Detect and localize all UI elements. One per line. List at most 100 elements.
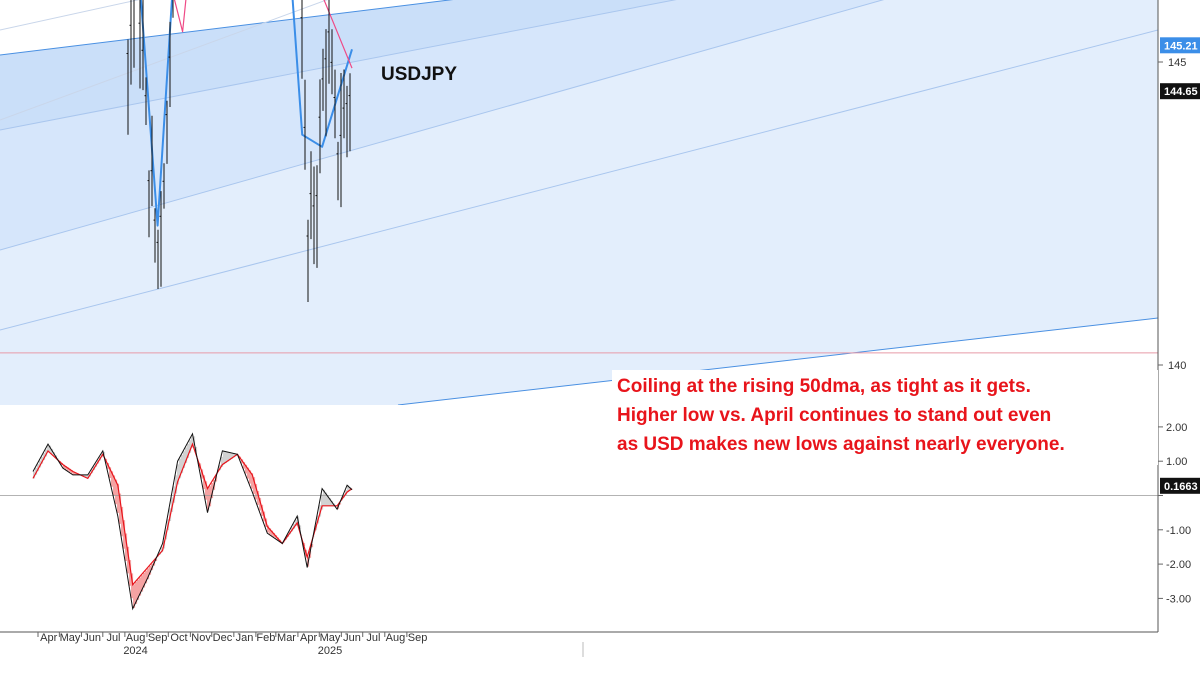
oscillator-fill-slice [259, 497, 262, 511]
oscillator-fill-slice [123, 520, 126, 549]
moving-averages [139, 0, 353, 227]
oscillator-fill-slice [83, 474, 86, 477]
x-tick-label: Apr [40, 632, 57, 644]
oscillator-fill-slice [331, 500, 334, 506]
oscillator-fill-slice [149, 566, 152, 575]
oscillator-fill-slice [321, 494, 324, 510]
oscillator-fill-slice [249, 470, 252, 484]
oscillator-fill-slice [257, 491, 260, 505]
x-axis: Apr May Jun Jul Aug Sep Oct Nov Dec Jan Feb Mar Apr M… [37, 632, 584, 657]
oscillator-fill-slice [227, 452, 230, 462]
oscillator-fill-slice [117, 483, 120, 513]
oscillator-fill-slice [253, 477, 256, 494]
oscillator-fill-slice [247, 467, 250, 479]
osc-tick-label: 1.00 [1166, 456, 1187, 468]
oscillator-lines [0, 432, 1158, 611]
oscillator-fill-slice [267, 525, 270, 533]
oscillator-fill-slice [223, 451, 226, 465]
oscillator-fill-slice [87, 474, 90, 478]
price-last-value-tag-box [1160, 37, 1200, 54]
moving-average-line [139, 0, 353, 227]
x-tick-label: May [60, 632, 81, 644]
price-panel [0, 0, 1158, 405]
x-tick-label: Jul [106, 632, 120, 644]
oscillator-fill-slice [205, 481, 208, 500]
oscillator-fill-slice [339, 503, 342, 505]
oscillator-fill-slice [129, 560, 132, 586]
oscillator-fill-slice [325, 492, 328, 506]
price-bars [126, 0, 351, 302]
x-tick-label: Oct [170, 632, 187, 644]
oscillator-fill-slice [39, 460, 42, 468]
oscillator-fill-slice [177, 464, 180, 485]
x-tick-label: Jun [83, 632, 101, 644]
oscillator-fill-slice [57, 458, 60, 460]
oscillator-last-value-tag-box [1160, 477, 1200, 494]
oscillator-fill-slice [145, 570, 148, 584]
oscillator-fill-slice [127, 546, 130, 574]
x-tick-label: Sep [408, 632, 428, 644]
oscillator-signal-line [32, 442, 353, 587]
oscillator-fill-slice [113, 475, 116, 496]
oscillator-line [32, 432, 353, 611]
oscillator-panel [0, 432, 1158, 611]
oscillator-fill-slice [347, 485, 350, 493]
channel-upper-line [0, 0, 454, 56]
oscillator-fill-slice [207, 487, 210, 511]
oscillator-fill-slice [327, 495, 330, 506]
oscillator-fill-slice [187, 443, 190, 458]
x-tick-label: Sep [148, 632, 168, 644]
oscillator-fill-slice [155, 559, 158, 561]
oscillator-fill-slice [221, 456, 224, 467]
x-tick-label: Aug [126, 632, 146, 644]
osc-tick-label: 2.00 [1166, 422, 1187, 434]
x-tick-label: Nov [191, 632, 211, 644]
oscillator-fill-slice [271, 530, 274, 536]
oscillator-fill-slice [225, 451, 228, 463]
x-tick-label: Aug [386, 632, 406, 644]
oscillator-fill-slice [63, 464, 66, 469]
oscillator-fill-slice [195, 446, 198, 452]
channel-fan-line-3 [0, 29, 1158, 331]
oscillator-fill-slice [37, 464, 40, 472]
oscillator-fill-slice [295, 520, 298, 526]
oscillator-fill-slice [329, 498, 332, 506]
oscillator-fill-slice [231, 452, 234, 459]
oscillator-fill-slice [203, 475, 206, 490]
oscillator-fill-slice [115, 479, 118, 505]
oscillator-fill-slice [299, 525, 302, 530]
x-year-label: 2025 [318, 645, 342, 657]
oscillator-fill-slice [255, 484, 258, 500]
oscillator-last-value-tag-label: 0.1663 [1164, 481, 1198, 493]
price-last-value-tag-label: 144.65 [1164, 86, 1198, 98]
oscillator-fill-slice [137, 579, 140, 600]
x-year-label: 2024 [123, 645, 147, 657]
channel-lower-line [397, 317, 1158, 405]
oscillator-fill-slice [47, 445, 50, 453]
x-tick-label: Jan [236, 632, 254, 644]
x-tick-label: Dec [213, 632, 233, 644]
oscillator-fill-slice [109, 467, 112, 478]
oscillator-y-axis: -3.00 -2.00 -1.00 1.00 2.00 [1158, 422, 1191, 605]
oscillator-fill-slice [103, 451, 106, 455]
oscillator-fill-slice [181, 454, 184, 474]
oscillator-fill-slice [65, 466, 68, 470]
oscillator-fill-slice [41, 456, 44, 464]
annotation-background [612, 370, 1158, 465]
oscillator-fill-slice [191, 436, 194, 448]
osc-tick-label: -1.00 [1166, 525, 1191, 537]
oscillator-fill [33, 436, 354, 608]
oscillator-fill-slice [45, 449, 48, 457]
x-tick-label: Mar [277, 632, 296, 644]
oscillator-fill-slice [245, 464, 248, 474]
chart-title: USDJPY [381, 64, 457, 85]
channel-fan-line-5 [0, 0, 140, 31]
oscillator-fill-slice [139, 577, 142, 596]
annotation-line-1: Coiling at the rising 50dma, as tight as… [617, 376, 1031, 397]
oscillator-fill-slice [211, 483, 214, 499]
oscillator-fill-slice [161, 547, 164, 553]
oscillator-fill-slice [233, 453, 236, 458]
oscillator-fill-slice [189, 440, 192, 453]
